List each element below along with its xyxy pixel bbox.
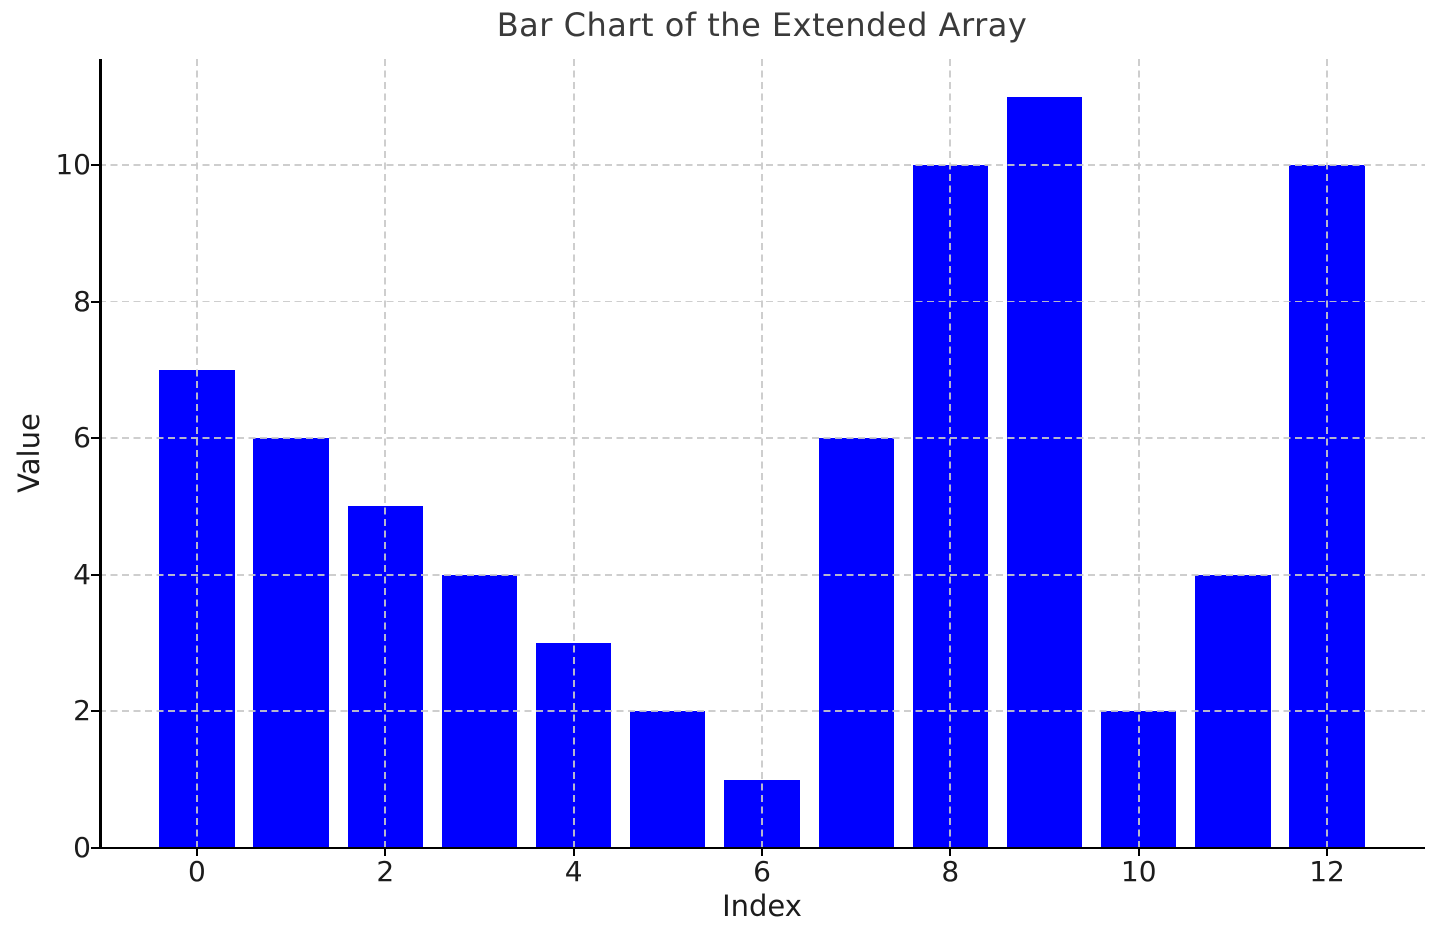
y-tick-label-10: 10: [55, 147, 91, 181]
bar-7: [818, 438, 894, 848]
x-tick-0: [195, 848, 198, 856]
x-axis-label: Index: [722, 889, 802, 923]
y-tick-8: [91, 300, 99, 303]
bar-12: [1289, 164, 1365, 848]
bar-0: [159, 369, 235, 848]
x-tick-8: [949, 848, 952, 856]
y-tick-label-0: 0: [73, 831, 91, 864]
x-tick-12: [1326, 848, 1329, 856]
bar-4: [535, 643, 612, 848]
h-gridline-8: [99, 300, 1425, 303]
bar-6: [724, 779, 800, 848]
bar-11: [1195, 574, 1271, 848]
chart-title: Bar Chart of the Extended Array: [496, 6, 1028, 44]
y-tick-label-4: 4: [73, 557, 91, 591]
bar-9: [1006, 96, 1083, 848]
y-tick-label-8: 8: [73, 284, 91, 318]
y-tick-0: [91, 847, 99, 849]
bar-1: [253, 438, 329, 848]
y-tick-label-2: 2: [73, 694, 91, 728]
x-tick-label-10: 10: [1120, 855, 1157, 888]
x-tick-2: [384, 848, 387, 856]
y-tick-2: [91, 710, 99, 713]
y-tick-6: [91, 437, 99, 440]
x-tick-6: [761, 848, 763, 856]
bar-8: [912, 164, 988, 848]
x-tick-label-8: 8: [941, 855, 960, 888]
x-tick-label-6: 6: [753, 855, 771, 888]
x-tick-label-2: 2: [376, 855, 395, 888]
y-tick-10: [91, 163, 99, 166]
y-tick-4: [91, 573, 99, 576]
x-tick-10: [1137, 848, 1140, 856]
bar-5: [630, 711, 706, 848]
x-tick-label-4: 4: [564, 855, 583, 888]
x-tick-4: [572, 848, 575, 856]
plot-area: 0 2 4 6 8 10 12: [91, 59, 1425, 887]
bar-3: [441, 574, 518, 848]
y-tick-label-6: 6: [73, 421, 91, 455]
h-gridline-10: [99, 164, 1425, 166]
v-gridline-6: [761, 59, 763, 848]
x-tick-label-12: 12: [1309, 855, 1345, 888]
bar-2: [347, 506, 423, 848]
x-tick-label-0: 0: [188, 855, 206, 888]
y-axis-spine: [99, 59, 102, 848]
bar-10: [1101, 711, 1177, 848]
